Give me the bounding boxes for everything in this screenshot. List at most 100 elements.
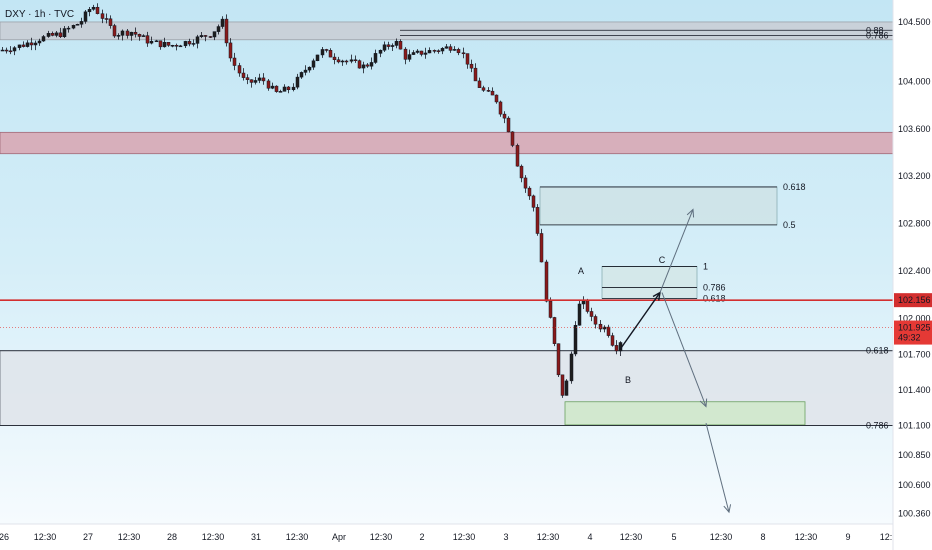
candle-body-20	[83, 11, 88, 22]
candle-body-21	[87, 9, 92, 13]
candle-body-61	[253, 80, 258, 83]
candle-body-116	[481, 87, 486, 91]
candle-body-47	[195, 36, 200, 44]
time-tick-label-13: 12:30	[537, 532, 560, 542]
candle-body-102	[423, 52, 428, 55]
candle-body-78	[324, 49, 329, 51]
candle-body-91	[378, 49, 383, 54]
price-axis[interactable]: 104.500 104.000 103.600 103.200 102.800 102.4…	[898, 17, 931, 518]
candle-body-95	[394, 41, 399, 46]
candle-body-87	[361, 64, 366, 69]
candle-body-147	[610, 335, 615, 346]
candle-body-28	[116, 35, 121, 37]
candle-body-51	[212, 31, 217, 38]
candle-body-120	[498, 101, 503, 115]
overlay-layer: A B C	[0, 208, 893, 514]
time-tick-label-21: 12:	[880, 532, 893, 542]
candle-body-60	[249, 79, 254, 83]
candle-body-68	[282, 86, 287, 92]
candle-body-124	[515, 145, 520, 167]
candle-body-136	[564, 380, 569, 396]
price-tick-label-5: 102.400	[898, 266, 931, 276]
supply-zone	[0, 131, 894, 155]
candle-body-105	[436, 50, 441, 52]
bullish-projection-arrow	[659, 209, 694, 293]
wave-label-c: C	[659, 255, 666, 265]
current-price-marker-bg	[894, 320, 932, 345]
price-tick-label-0: 104.500	[898, 17, 931, 27]
candle-body-71	[295, 76, 300, 88]
candle-body-76	[315, 54, 320, 62]
candle-body-75	[311, 60, 316, 68]
candle-body-48	[199, 35, 204, 37]
candle-body-3	[12, 47, 17, 52]
bearish-projection-arrow	[661, 292, 707, 407]
candle-body-122	[506, 117, 511, 133]
candle-body-134	[556, 343, 561, 376]
candle-body-139	[577, 303, 582, 326]
fib-retracement-zone	[539, 186, 778, 226]
time-tick-label-6: 31	[251, 532, 261, 542]
candle-body-37	[154, 40, 159, 43]
time-tick-label-20: 9	[845, 532, 850, 542]
price-tick-label-9: 101.100	[898, 420, 931, 430]
abc-wave-arrow	[619, 292, 661, 350]
candle-body-145	[602, 326, 607, 330]
candle-body-42	[174, 45, 179, 47]
candle-body-84	[349, 59, 354, 62]
fib-level-0786-lower-label: 0.786	[866, 420, 889, 430]
price-axis-background	[893, 0, 932, 550]
fib-level-0786-top-label: 0.786	[866, 31, 889, 41]
candle-body-127	[527, 187, 532, 197]
candle-body-99	[411, 52, 416, 55]
bearish-continuation-arrow	[705, 422, 730, 513]
candle-body-53	[220, 18, 225, 27]
candle-body-32	[133, 31, 138, 35]
candle-body-129	[535, 207, 540, 234]
time-axis[interactable]: 26 12:30 27 12:30 28 12:30 31 12:30 Apr 12:30 2 12:…	[0, 532, 892, 542]
candle-body-63	[261, 77, 266, 82]
time-tick-label-15: 12:30	[620, 532, 643, 542]
candle-body-121	[502, 113, 507, 119]
candle-body-34	[141, 35, 146, 37]
candle-body-74	[307, 66, 312, 71]
candle-body-1	[4, 49, 9, 52]
fib-level-05-upper-label: 0.5	[783, 220, 796, 230]
candle-body-62	[257, 77, 262, 81]
candle-body-117	[486, 90, 491, 92]
time-tick-label-19: 12:30	[795, 532, 818, 542]
current-price-marker-label: 101.925	[898, 323, 931, 333]
candle-body-100	[415, 50, 420, 53]
candle-body-56	[232, 57, 237, 66]
candle-body-38	[158, 40, 163, 48]
key-level-marker-label: 102.156	[898, 295, 931, 305]
candle-body-137	[569, 353, 574, 382]
time-tick-label-10: 2	[419, 532, 424, 542]
candle-body-148	[614, 345, 619, 352]
time-tick-label-17: 12:30	[710, 532, 733, 542]
candle-body-98	[407, 54, 412, 60]
candle-body-128	[531, 195, 536, 208]
price-tick-label-10: 100.850	[898, 450, 931, 460]
candle-body-125	[519, 165, 524, 179]
price-tick-label-6: 102.000	[898, 314, 931, 324]
bullish-projection-arrow-head	[686, 208, 695, 218]
candle-body-82	[340, 60, 345, 63]
candle-body-7	[29, 42, 34, 46]
candle-body-52	[216, 26, 221, 32]
abc-wave-arrow-head	[652, 291, 661, 301]
candle-body-5	[21, 44, 26, 47]
candle-body-132	[548, 300, 553, 318]
candle-body-43	[178, 45, 183, 48]
candle-body-16	[66, 27, 71, 30]
candle-body-14	[58, 32, 63, 38]
candle-body-131	[544, 261, 549, 302]
price-tick-label-1: 104.000	[898, 76, 931, 86]
candle-body-49	[203, 35, 208, 37]
bearish-continuation-arrow-head	[723, 504, 732, 514]
candle-body-106	[440, 48, 445, 52]
candle-body-69	[286, 86, 291, 90]
candle-countdown-label: 49:32	[898, 333, 921, 343]
candle-body-83	[344, 60, 349, 63]
candle-body-11	[46, 33, 51, 37]
